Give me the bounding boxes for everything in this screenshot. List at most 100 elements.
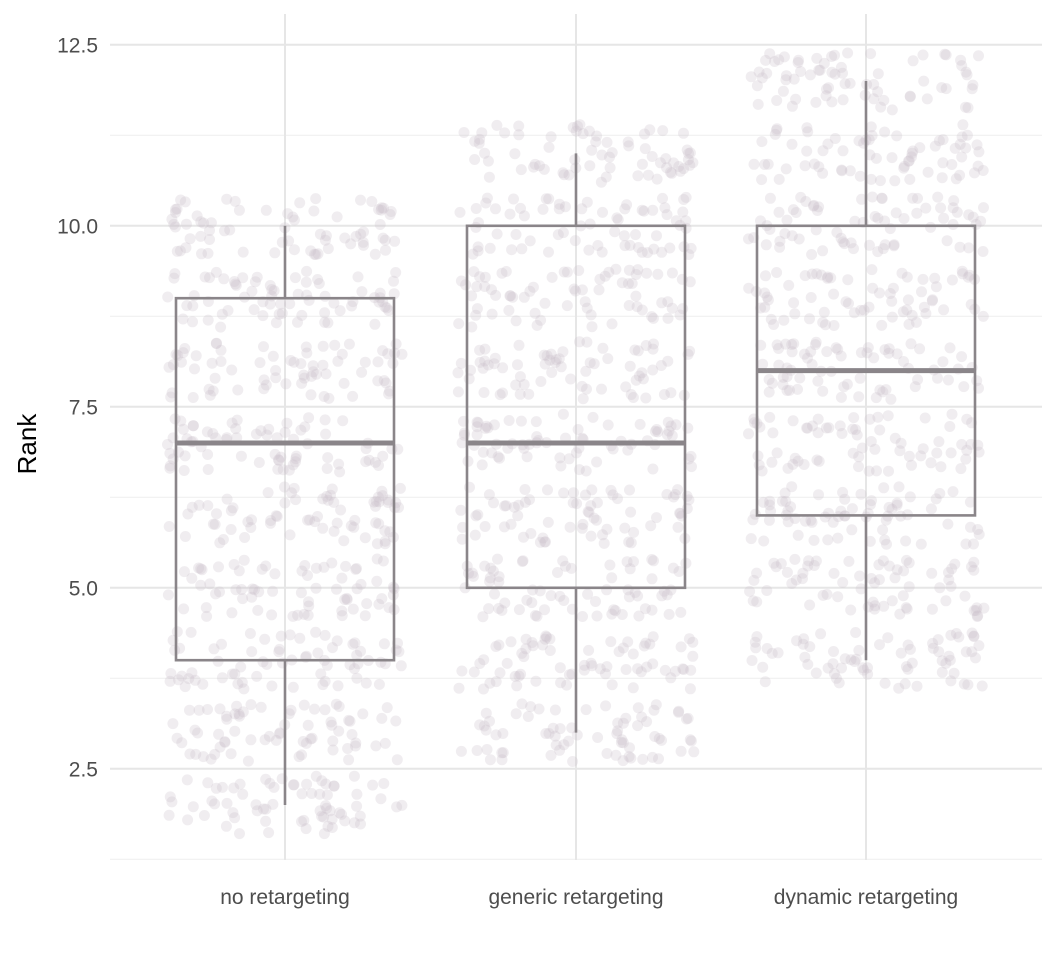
- jitter-point: [389, 235, 401, 247]
- jitter-point: [497, 728, 509, 739]
- jitter-point: [312, 647, 324, 659]
- jitter-point: [878, 482, 890, 494]
- jitter-point: [804, 313, 815, 325]
- jitter-point: [918, 301, 930, 313]
- jitter-point: [544, 354, 556, 366]
- jitter-point: [529, 307, 541, 319]
- jitter-point: [792, 383, 803, 395]
- jitter-point: [662, 296, 674, 308]
- jitter-point: [306, 788, 318, 799]
- jitter-point: [568, 487, 579, 499]
- jitter-point: [545, 131, 557, 143]
- jitter-point: [287, 681, 299, 693]
- jitter-point: [247, 583, 258, 595]
- jitter-point: [853, 451, 865, 463]
- jitter-point: [563, 169, 575, 181]
- jitter-point: [849, 656, 861, 667]
- jitter-point: [685, 242, 697, 254]
- jitter-point: [378, 778, 390, 789]
- jitter-point: [301, 778, 313, 790]
- jitter-point: [557, 227, 569, 239]
- jitter-point: [520, 643, 532, 655]
- jitter-point: [379, 737, 391, 749]
- jitter-point: [790, 93, 802, 105]
- jitter-point: [649, 731, 661, 742]
- jitter-point: [472, 509, 484, 521]
- jitter-point: [338, 535, 350, 547]
- jitter-point: [510, 229, 522, 240]
- jitter-point: [471, 416, 483, 428]
- jitter-point: [522, 711, 534, 722]
- jitter-point: [756, 465, 768, 477]
- jitter-point: [269, 247, 281, 259]
- jitter-point: [818, 57, 830, 69]
- jitter-point: [945, 675, 957, 687]
- jitter-point: [285, 704, 297, 716]
- jitter-point: [622, 136, 634, 148]
- jitter-point: [954, 169, 966, 181]
- jitter-point: [193, 704, 205, 716]
- jitter-point: [917, 49, 929, 61]
- jitter-point: [205, 753, 217, 765]
- jitter-point: [651, 512, 662, 524]
- jitter-point: [760, 54, 772, 66]
- jitter-point: [799, 651, 811, 663]
- jitter-point: [872, 212, 884, 224]
- jitter-point: [837, 486, 849, 498]
- jitter-point: [808, 200, 819, 212]
- jitter-point: [822, 138, 834, 150]
- jitter-point: [781, 214, 793, 226]
- jitter-point: [826, 96, 838, 108]
- jitter-point: [906, 459, 917, 471]
- jitter-point: [490, 641, 502, 652]
- jitter-point: [305, 733, 317, 745]
- jitter-point: [187, 420, 199, 432]
- jitter-point: [858, 304, 870, 316]
- jitter-point: [296, 565, 308, 577]
- jitter-point: [307, 366, 319, 378]
- jitter-point: [544, 633, 556, 645]
- jitter-point: [193, 499, 205, 511]
- jitter-point: [750, 642, 762, 654]
- jitter-point: [813, 455, 825, 467]
- jitter-point: [481, 192, 493, 204]
- jitter-point: [591, 497, 603, 509]
- jitter-point: [557, 555, 569, 567]
- jitter-point: [751, 567, 763, 579]
- jitter-point: [624, 563, 636, 575]
- jitter-point: [177, 313, 189, 325]
- jitter-point: [947, 486, 959, 498]
- jitter-point: [377, 232, 389, 244]
- jitter-point: [804, 69, 816, 81]
- jitter-point: [170, 207, 181, 218]
- jitter-point: [845, 237, 857, 249]
- jitter-point: [829, 68, 841, 80]
- jitter-point: [946, 563, 958, 575]
- jitter-point: [605, 636, 617, 648]
- jitter-point: [904, 491, 916, 503]
- jitter-point: [783, 279, 795, 291]
- jitter-point: [469, 154, 481, 165]
- jitter-point: [329, 339, 341, 351]
- jitter-point: [678, 127, 689, 139]
- jitter-point: [632, 663, 644, 675]
- jitter-point: [880, 384, 892, 396]
- jitter-point: [883, 560, 895, 572]
- jitter-point: [268, 285, 280, 297]
- jitter-point: [777, 371, 789, 383]
- jitter-point: [827, 516, 839, 528]
- jitter-point: [811, 268, 823, 280]
- jitter-point: [496, 604, 508, 616]
- jitter-point: [684, 734, 696, 746]
- jitter-point: [295, 587, 307, 599]
- jitter-point: [751, 80, 763, 92]
- jitter-point: [863, 465, 875, 477]
- jitter-point: [390, 267, 402, 278]
- jitter-point: [534, 536, 546, 548]
- jitter-point: [814, 64, 826, 76]
- jitter-point: [646, 604, 658, 616]
- jitter-point: [550, 739, 562, 751]
- jitter-point: [355, 578, 367, 590]
- jitter-point: [474, 719, 486, 731]
- jitter-point: [226, 607, 238, 619]
